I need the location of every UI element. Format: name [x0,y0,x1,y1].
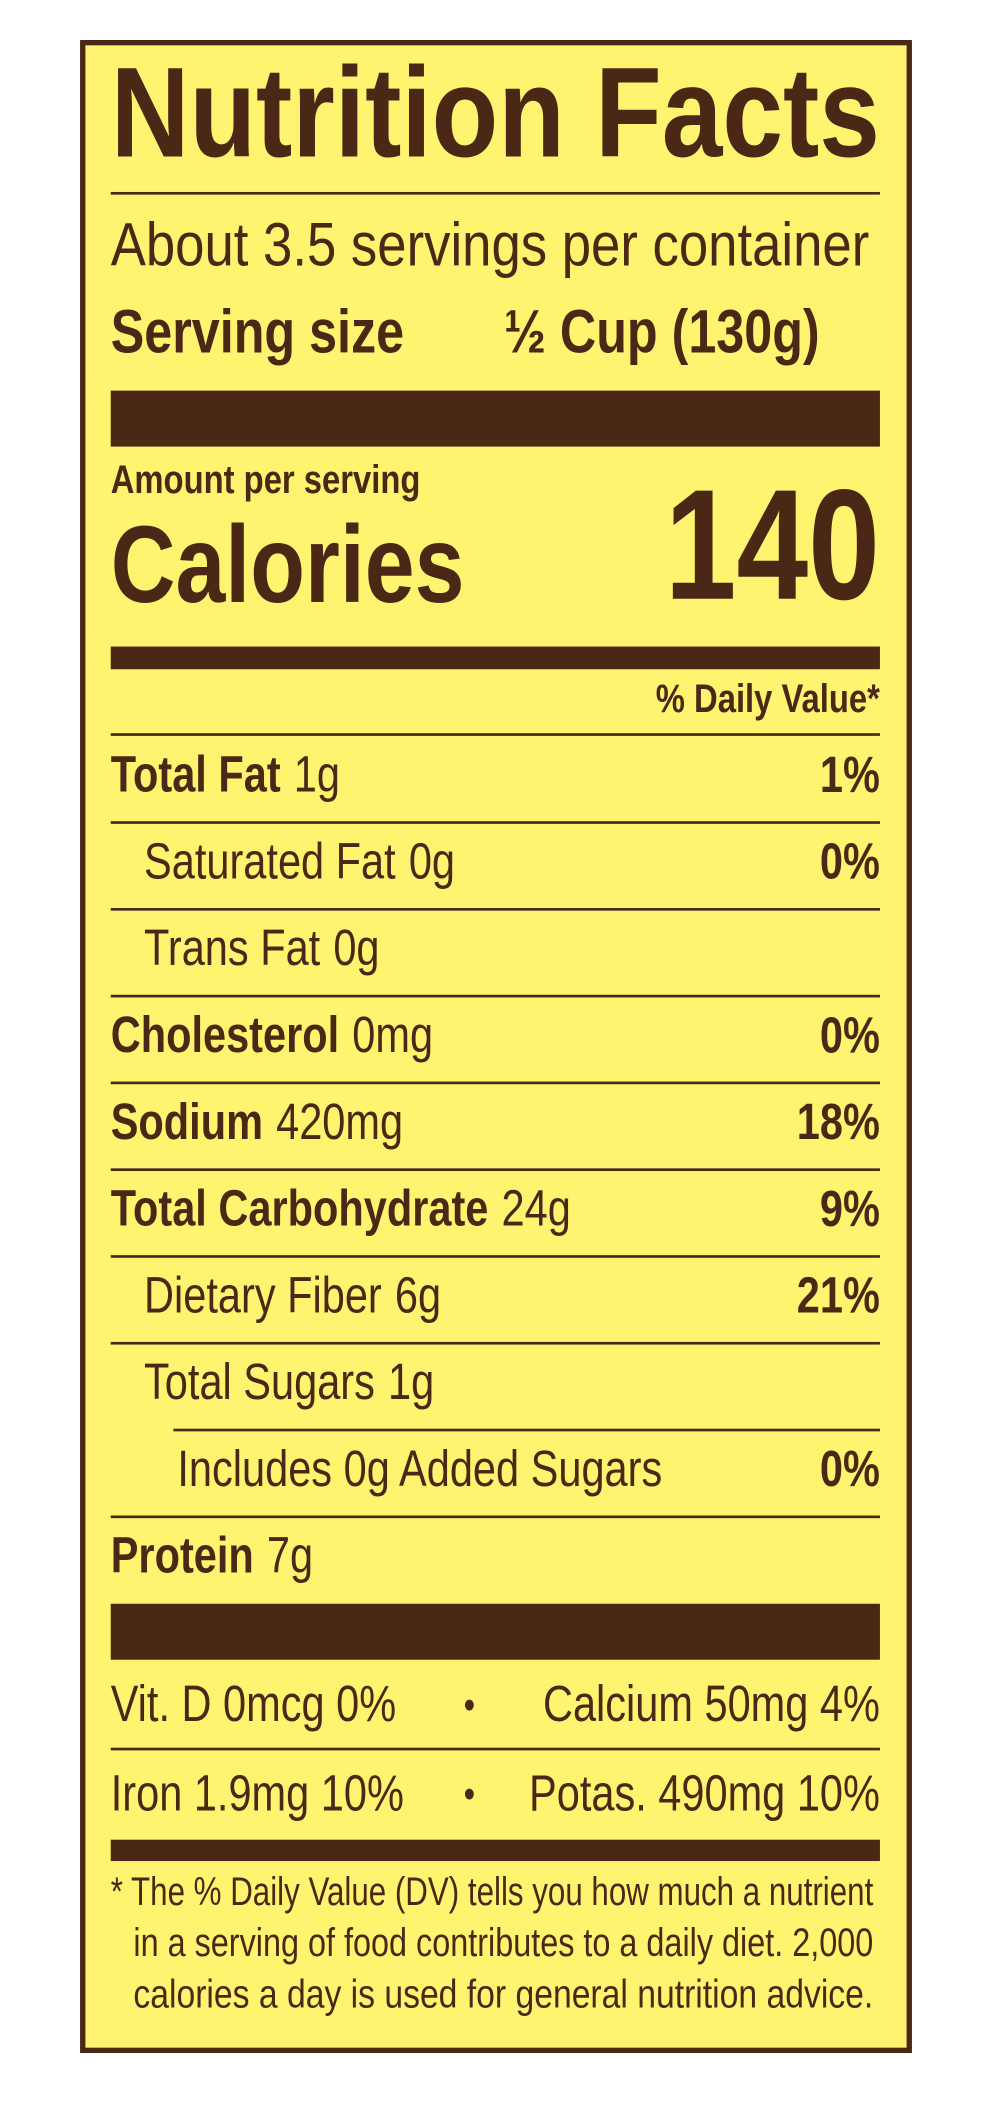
row-rule [110,1168,880,1172]
nutrient-row: Total Fat 1g [111,746,340,803]
servings: About 3.5 servings per container [111,210,870,279]
nutrient-dv: 9% [820,1180,880,1237]
row-rule [110,907,880,911]
nutrient-name: Saturated Fat [144,833,396,890]
daily-value-header: % Daily Value* [656,676,881,721]
nutrient-row: Total Carbohydrate 24g [111,1180,571,1237]
vitamin: Potas. 490mg 10% [529,1764,880,1821]
vitamin: Calcium 50mg 4% [543,1675,880,1732]
calories-label: Calories [111,505,465,626]
calories-value: 140 [665,458,880,633]
footnote: in a serving of food contributes to a da… [133,1920,873,1965]
nutrient-dv: 1% [820,746,880,803]
nutrient-amount: 1g [294,746,340,803]
row-rule [110,1341,880,1345]
medium-bar [110,646,880,670]
nutrient-amount: 7g [267,1527,313,1584]
amount-per-serving: Amount per serving [111,457,421,502]
nutrient-name: Sodium [111,1093,263,1150]
nutrient-row: Cholesterol 0mg [111,1006,433,1063]
nutrient-name: Includes 0g Added Sugars [177,1440,662,1497]
row-rule [110,1255,880,1258]
nutrient-row: Dietary Fiber 6g [144,1267,441,1324]
row-rule [110,821,880,824]
nutrient-amount: 0mg [352,1006,433,1063]
footnote: * The % Daily Value (DV) tells you how m… [111,1869,874,1914]
thin-rule [110,1747,880,1751]
nutrient-dv: 0% [820,833,880,890]
nutrient-name: Dietary Fiber [144,1267,382,1324]
serving-size-label: Serving size [111,296,404,365]
nutrient-name: Total Sugars [144,1353,375,1410]
nutrient-amount: 1g [388,1353,434,1410]
nutrient-amount: 6g [395,1267,441,1324]
nutrient-amount: 0g [409,833,455,890]
separator: • [464,1772,475,1817]
title: Nutrition Facts [111,41,880,184]
nutrient-dv: 0% [820,1440,880,1497]
nutrient-dv: 21% [797,1267,880,1324]
nutrient-row: Protein 7g [111,1527,313,1584]
footnote: calories a day is used for general nutri… [133,1971,873,2016]
nutrient-row: Trans Fat 0g [144,920,379,977]
nutrient-dv: 0% [820,1006,880,1063]
thick-bar [110,1603,880,1660]
nutrient-name: Protein [111,1527,254,1584]
nutrient-row: Total Sugars 1g [144,1353,434,1410]
nutrient-amount: 24g [502,1180,571,1237]
thick-bar [110,390,880,447]
thin-rule [110,191,880,195]
nutrient-amount: 420mg [276,1093,403,1150]
row-rule [110,994,880,998]
row-rule [173,1428,880,1432]
nutrient-name: Total Fat [111,746,281,803]
nutrient-row: Includes 0g Added Sugars [177,1440,662,1497]
vitamin: Iron 1.9mg 10% [111,1764,404,1821]
row-rule [110,1081,880,1085]
medium-bar [110,1839,880,1862]
serving-size-value: ½ Cup (130g) [504,296,820,365]
thin-rule [110,733,880,736]
nutrient-name: Total Carbohydrate [111,1180,489,1237]
nutrient-row: Saturated Fat 0g [144,833,455,890]
nutrient-name: Trans Fat [144,920,320,977]
separator: • [464,1682,475,1727]
vitamin: Vit. D 0mcg 0% [111,1675,396,1732]
nutrient-amount: 0g [333,920,379,977]
nutrient-name: Cholesterol [111,1006,339,1063]
nutrient-row: Sodium 420mg [111,1093,403,1150]
label-panel [80,39,912,2054]
nutrient-dv: 18% [797,1093,880,1150]
row-rule [110,1515,880,1519]
serving-size: Serving size ½ Cup (130g) [111,296,820,365]
